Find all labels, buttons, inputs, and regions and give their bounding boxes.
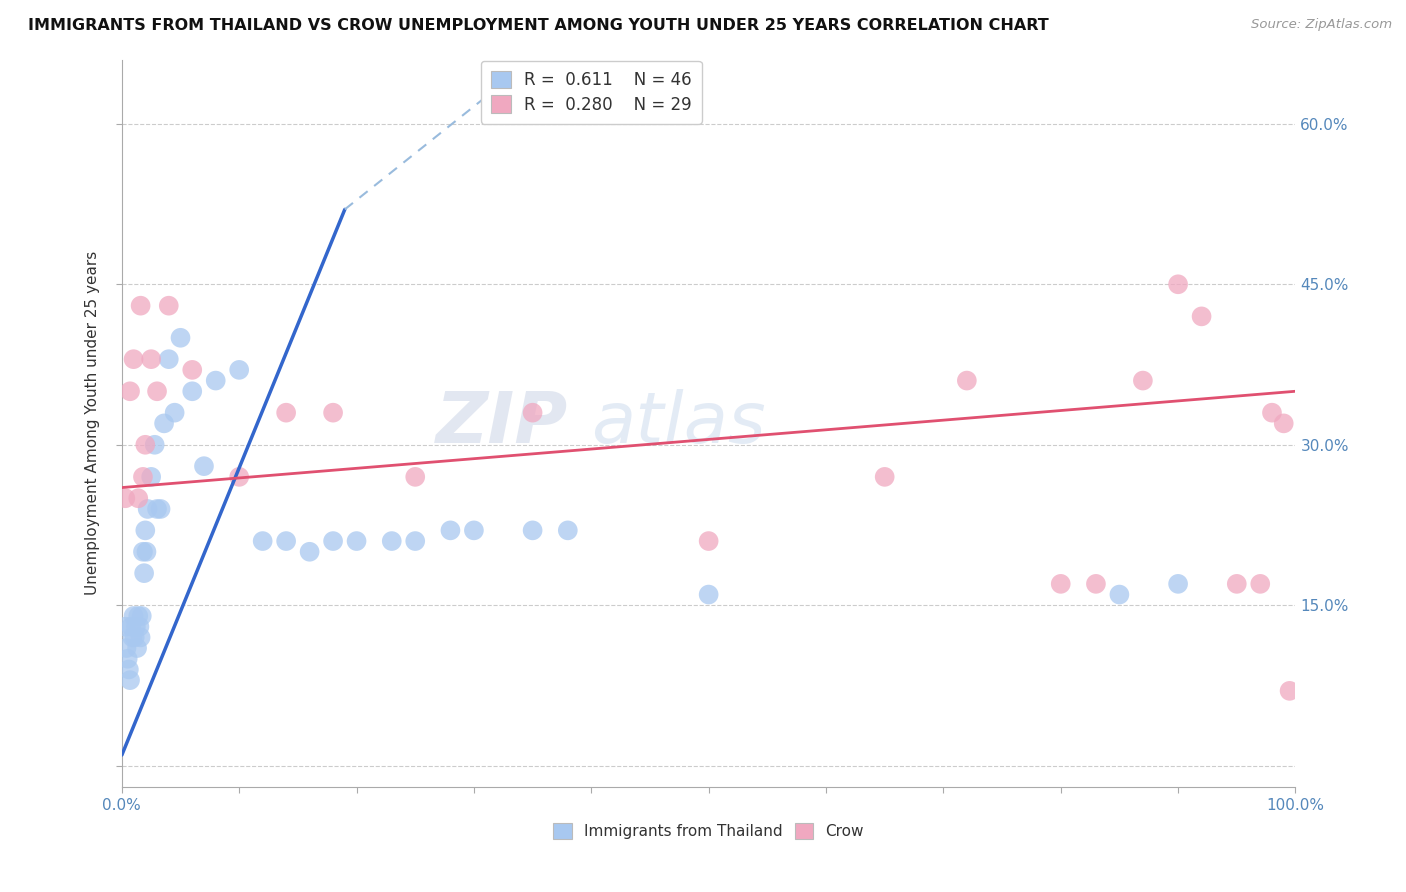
Point [346, 534, 368, 549]
Point [1226, 577, 1249, 591]
Point [463, 524, 485, 538]
Point [322, 534, 344, 549]
Point [134, 566, 156, 581]
Point [153, 417, 176, 431]
Point [134, 524, 156, 538]
Point [118, 673, 141, 688]
Point [404, 470, 426, 484]
Point [118, 384, 141, 399]
Point [1261, 406, 1284, 420]
Text: Source: ZipAtlas.com: Source: ZipAtlas.com [1251, 18, 1392, 31]
Point [956, 374, 979, 388]
Point [122, 352, 145, 367]
Point [276, 406, 298, 420]
Point [146, 384, 169, 399]
Point [381, 534, 404, 549]
Point [120, 620, 142, 634]
Point [322, 406, 344, 420]
Text: atlas: atlas [592, 389, 766, 458]
Point [181, 384, 204, 399]
Point [193, 459, 215, 474]
Point [135, 545, 157, 559]
Point [118, 663, 141, 677]
Point [146, 502, 169, 516]
Point [134, 438, 156, 452]
Point [127, 491, 149, 506]
Point [298, 545, 321, 559]
Point [122, 609, 145, 624]
Point [404, 534, 426, 549]
Point [129, 299, 152, 313]
Point [228, 363, 250, 377]
Point [157, 352, 180, 367]
Point [114, 620, 136, 634]
Point [204, 374, 226, 388]
Point [129, 631, 152, 645]
Point [125, 641, 148, 656]
Text: ZIP: ZIP [436, 389, 568, 458]
Point [252, 534, 274, 549]
Point [131, 609, 153, 624]
Point [128, 620, 150, 634]
Point [522, 406, 544, 420]
Point [136, 502, 159, 516]
Point [1084, 577, 1107, 591]
Point [1167, 277, 1189, 292]
Point [873, 470, 896, 484]
Point [522, 524, 544, 538]
Point [115, 641, 138, 656]
Point [1108, 588, 1130, 602]
Point [439, 524, 461, 538]
Point [125, 620, 148, 634]
Point [1132, 374, 1154, 388]
Point [697, 534, 720, 549]
Point [143, 438, 166, 452]
Point [117, 652, 139, 666]
Point [132, 545, 155, 559]
Point [121, 631, 143, 645]
Point [228, 470, 250, 484]
Legend: Immigrants from Thailand, Crow: Immigrants from Thailand, Crow [547, 817, 870, 845]
Point [141, 352, 163, 367]
Point [1191, 310, 1213, 324]
Point [149, 502, 172, 516]
Point [163, 406, 186, 420]
Point [1167, 577, 1189, 591]
Point [157, 299, 180, 313]
Text: IMMIGRANTS FROM THAILAND VS CROW UNEMPLOYMENT AMONG YOUTH UNDER 25 YEARS CORRELA: IMMIGRANTS FROM THAILAND VS CROW UNEMPLO… [28, 18, 1049, 33]
Point [557, 524, 579, 538]
Point [132, 470, 155, 484]
Point [141, 470, 163, 484]
Point [114, 491, 136, 506]
Y-axis label: Unemployment Among Youth under 25 years: Unemployment Among Youth under 25 years [86, 252, 100, 596]
Point [1249, 577, 1271, 591]
Point [1049, 577, 1071, 591]
Point [697, 588, 720, 602]
Point [127, 609, 149, 624]
Point [1278, 683, 1301, 698]
Point [124, 631, 146, 645]
Point [169, 331, 191, 345]
Point [181, 363, 204, 377]
Point [276, 534, 298, 549]
Point [1272, 417, 1295, 431]
